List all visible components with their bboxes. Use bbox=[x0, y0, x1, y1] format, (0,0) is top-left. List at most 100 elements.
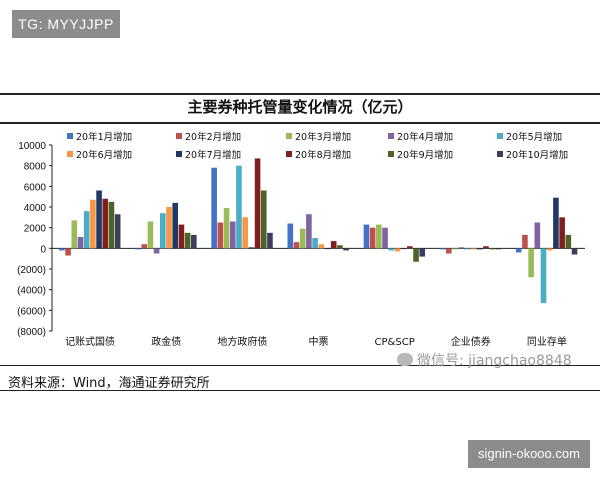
bar bbox=[458, 247, 464, 249]
bar bbox=[445, 248, 452, 254]
bar bbox=[452, 248, 458, 250]
chart-title-bar bbox=[0, 93, 600, 124]
bar bbox=[363, 224, 370, 249]
bar bbox=[369, 227, 376, 249]
wechat-icon bbox=[397, 353, 413, 366]
y-tick-label: 8000 bbox=[24, 162, 47, 173]
legend-swatch bbox=[497, 133, 503, 139]
y-tick-label: (8000) bbox=[17, 327, 46, 338]
wechat-watermark: 微信号: jiangchao8848 bbox=[397, 350, 572, 370]
bar bbox=[223, 208, 230, 249]
bar bbox=[184, 232, 191, 249]
y-tick-label: (2000) bbox=[17, 265, 46, 276]
bar-chart: 10000 8000 6000 4000 2000 0 (2000) (4000) (6000)… bbox=[17, 131, 585, 348]
bar bbox=[108, 201, 115, 249]
legend-swatch bbox=[388, 151, 394, 157]
legend-label: 20年2月增加 bbox=[185, 131, 241, 143]
legend-swatch bbox=[286, 151, 292, 157]
bar bbox=[65, 248, 71, 256]
x-tick-label: 政金债 bbox=[151, 335, 181, 348]
bar bbox=[260, 190, 267, 249]
legend-swatch bbox=[176, 133, 182, 139]
bar bbox=[495, 248, 502, 250]
y-tick-label: (6000) bbox=[17, 306, 46, 317]
bar bbox=[254, 158, 261, 249]
bar bbox=[312, 238, 318, 249]
bar bbox=[166, 207, 172, 249]
chart-title: 主要券种托管量变化情况（亿元） bbox=[187, 98, 413, 116]
bar bbox=[114, 214, 121, 249]
bar bbox=[470, 248, 477, 250]
y-tick-label: 0 bbox=[40, 244, 46, 255]
bar bbox=[229, 221, 236, 249]
bar bbox=[534, 222, 541, 249]
legend-swatch bbox=[286, 133, 292, 139]
bar bbox=[489, 248, 495, 250]
bar bbox=[135, 248, 141, 250]
bar bbox=[571, 248, 578, 255]
bar bbox=[96, 190, 102, 249]
bar bbox=[293, 242, 300, 249]
bar bbox=[528, 248, 534, 278]
legend-label: 20年7月增加 bbox=[185, 149, 241, 161]
x-tick-label: 企业债券 bbox=[451, 335, 491, 348]
bar bbox=[394, 248, 401, 252]
bar bbox=[553, 197, 559, 249]
bar bbox=[483, 246, 489, 249]
bar bbox=[83, 211, 90, 249]
bottom-rule bbox=[0, 390, 600, 391]
legend-label: 20年3月增加 bbox=[295, 131, 351, 143]
x-tick-label: 地方政府债 bbox=[217, 335, 267, 348]
bar bbox=[388, 248, 395, 251]
legend-swatch bbox=[176, 151, 182, 157]
bar bbox=[376, 224, 382, 249]
bar bbox=[337, 245, 343, 249]
legend-label: 20年9月增加 bbox=[397, 149, 453, 161]
bar bbox=[476, 248, 483, 250]
bar bbox=[160, 213, 166, 249]
source-note: 资料来源：Wind，海通证券研究所 bbox=[8, 376, 210, 391]
bar bbox=[153, 248, 160, 254]
bar bbox=[318, 244, 325, 249]
bar bbox=[306, 214, 312, 249]
bar bbox=[71, 220, 78, 249]
bar bbox=[419, 248, 426, 257]
bar bbox=[343, 248, 349, 251]
bar bbox=[330, 241, 337, 249]
bar bbox=[211, 167, 217, 249]
bar bbox=[540, 248, 547, 304]
legend-label: 20年8月增加 bbox=[295, 149, 351, 161]
x-tick-label: 中票 bbox=[309, 335, 329, 348]
bar bbox=[236, 165, 242, 249]
legend-label: 20年10月增加 bbox=[506, 149, 568, 161]
bar bbox=[242, 217, 248, 249]
bar bbox=[413, 248, 419, 262]
y-tick-label: 10000 bbox=[18, 141, 46, 152]
legend-swatch bbox=[67, 151, 73, 157]
legend-label: 20年1月增加 bbox=[76, 131, 132, 143]
bar bbox=[102, 198, 109, 249]
bar bbox=[439, 248, 446, 250]
bar bbox=[522, 234, 528, 249]
bar bbox=[400, 248, 407, 250]
bar bbox=[191, 234, 197, 249]
bar bbox=[299, 228, 306, 249]
tg-watermark: TG: MYYJJPP bbox=[12, 10, 120, 38]
legend-label: 20年5月增加 bbox=[506, 131, 562, 143]
y-tick-label: (4000) bbox=[17, 286, 46, 297]
bar bbox=[324, 248, 331, 250]
site-watermark: signin-okooo.com bbox=[468, 440, 590, 468]
bar bbox=[141, 244, 148, 249]
y-tick-label: 2000 bbox=[24, 224, 47, 235]
x-tick-label: 记账式国债 bbox=[65, 335, 115, 348]
legend-label: 20年4月增加 bbox=[397, 131, 453, 143]
bar bbox=[382, 227, 388, 249]
y-tick-label: 4000 bbox=[24, 203, 47, 214]
bar bbox=[559, 217, 565, 249]
x-tick-label: CP&SCP bbox=[375, 337, 415, 348]
bar bbox=[172, 202, 179, 249]
bar bbox=[407, 246, 413, 249]
bar bbox=[77, 236, 84, 249]
bar bbox=[217, 222, 224, 249]
legend-swatch bbox=[67, 133, 73, 139]
